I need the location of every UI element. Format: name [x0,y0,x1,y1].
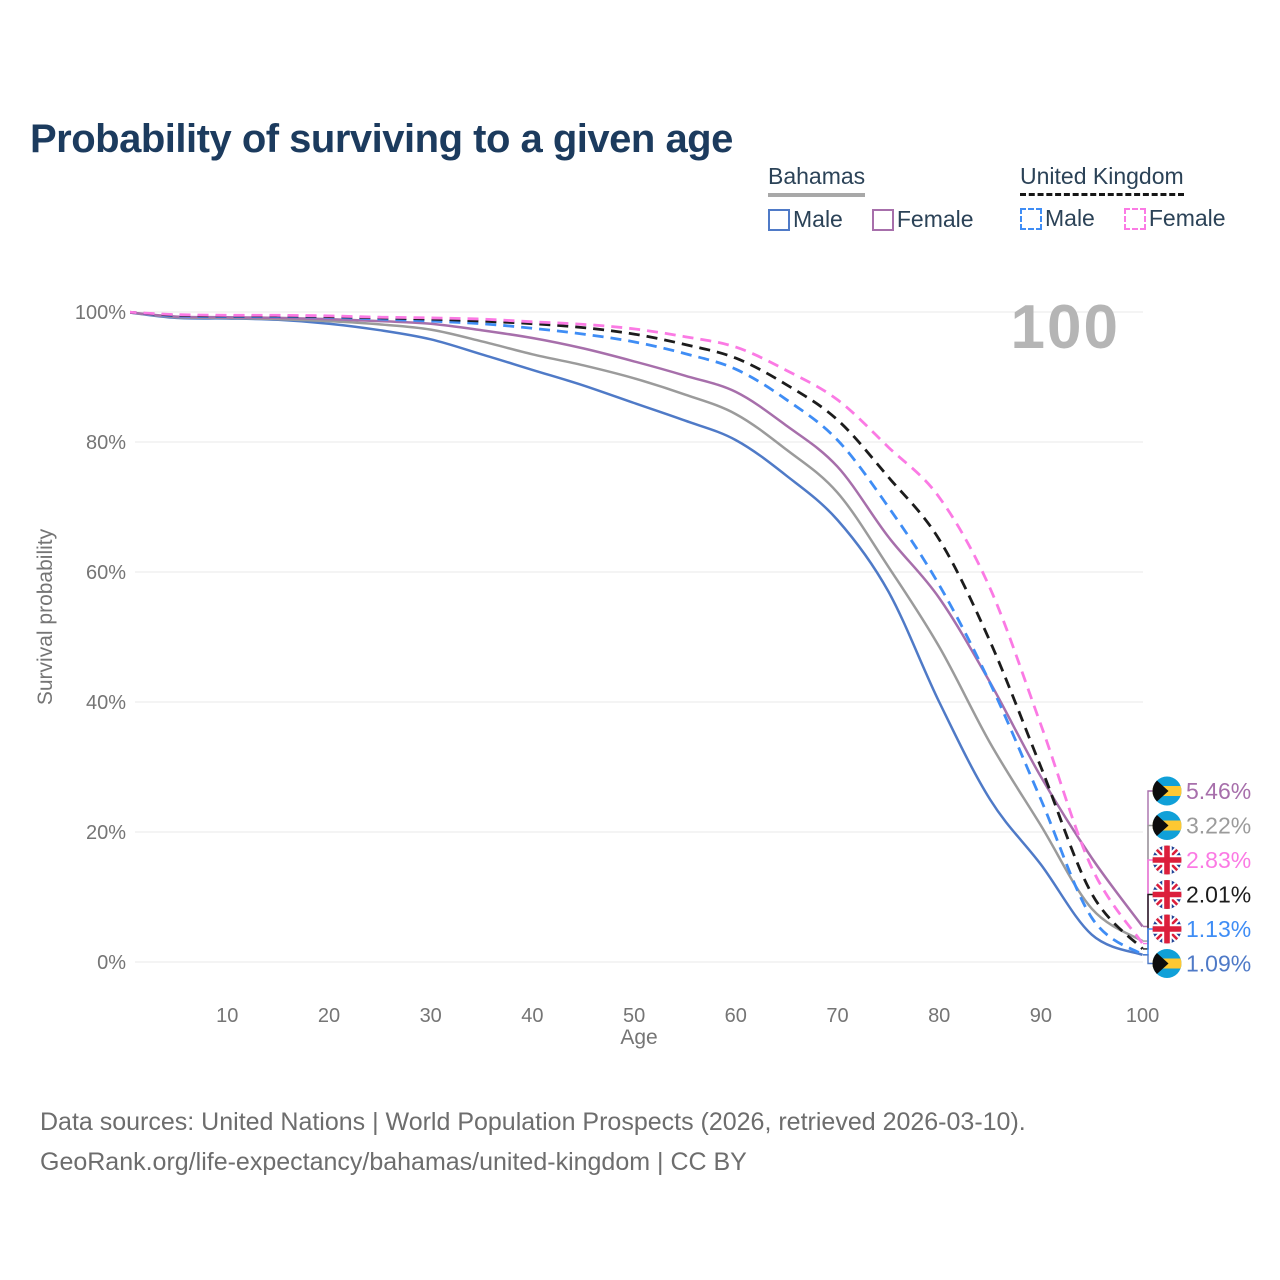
end-label-value-bahamas_both: 3.22% [1186,813,1251,839]
series-line-uk_female [130,310,1144,945]
series-lines [130,310,1144,957]
x-tick-label: 20 [318,1005,340,1027]
y-tick-label: 80% [86,432,126,454]
x-tick-label: 90 [1030,1005,1052,1027]
swatch-uk-male-icon [1020,207,1042,230]
end-label-value-uk_both: 2.01% [1186,882,1251,908]
swatch-bahamas-male-icon [768,208,790,231]
swatch-uk-female-icon [1123,207,1146,230]
series-line-bahamas_both [130,311,1144,943]
y-tick-label: 0% [97,952,126,974]
series-line-uk_male [130,310,1144,956]
uk-flag-icon [1152,914,1182,944]
footer-attribution: GeoRank.org/life-expectancy/bahamas/unit… [40,1148,747,1176]
bahamas-flag-icon [1152,776,1182,806]
legend-item-uk-female[interactable]: Female [1123,205,1226,232]
legend-item-bahamas-male[interactable]: Male [768,206,843,233]
x-tick-label: 40 [521,1005,543,1027]
x-tick-label: 80 [928,1005,950,1027]
y-tick-label: 40% [86,692,126,714]
x-tick-label: 10 [216,1005,238,1027]
end-label-value-bahamas_female: 5.46% [1186,778,1251,804]
legend-item-bahamas-female[interactable]: Female [871,206,974,233]
y-tick-label: 20% [86,822,126,844]
end-label-connector-uk_both [1143,893,1153,950]
y-tick-label: 100% [75,302,126,324]
uk-flag-icon [1152,845,1182,875]
uk-flag-icon [1152,880,1182,909]
page-title: Probability of surviving to a given age [30,116,733,161]
x-tick-label: 50 [623,1005,645,1027]
end-label-value-bahamas_male: 1.09% [1186,951,1251,977]
legend: Bahamas Male Female United Kingdom Male … [768,163,1280,243]
series-line-uk_both [130,310,1144,950]
legend-group-united-kingdom: United Kingdom Male Female [1020,163,1255,232]
legend-group-header-bahamas: Bahamas [768,163,866,197]
x-tick-label: 70 [826,1005,848,1027]
age-watermark: 100 [1010,293,1120,362]
legend-group-bahamas: Bahamas Male Female [768,163,1003,233]
legend-item-uk-male[interactable]: Male [1020,205,1095,232]
footer-data-sources: Data sources: United Nations | World Pop… [40,1108,1026,1136]
legend-group-header-united-kingdom: United Kingdom [1020,163,1184,196]
end-label-connector-bahamas_male [1143,954,1153,965]
bahamas-flag-icon [1152,811,1182,840]
y-tick-label: 60% [86,562,126,584]
x-axis-title: Age [620,1026,658,1049]
x-tick-label: 30 [420,1005,442,1027]
swatch-bahamas-female-icon [871,208,894,231]
y-axis-title: Survival probability [34,528,57,706]
x-tick-label: 60 [725,1005,747,1027]
series-line-bahamas_male [130,311,1144,957]
x-tick-label: 100 [1126,1005,1159,1027]
bahamas-flag-icon [1152,949,1182,978]
end-label-connector-uk_male [1143,928,1153,956]
end-label-value-uk_female: 2.83% [1186,847,1251,873]
end-label-value-uk_male: 1.13% [1186,916,1251,942]
